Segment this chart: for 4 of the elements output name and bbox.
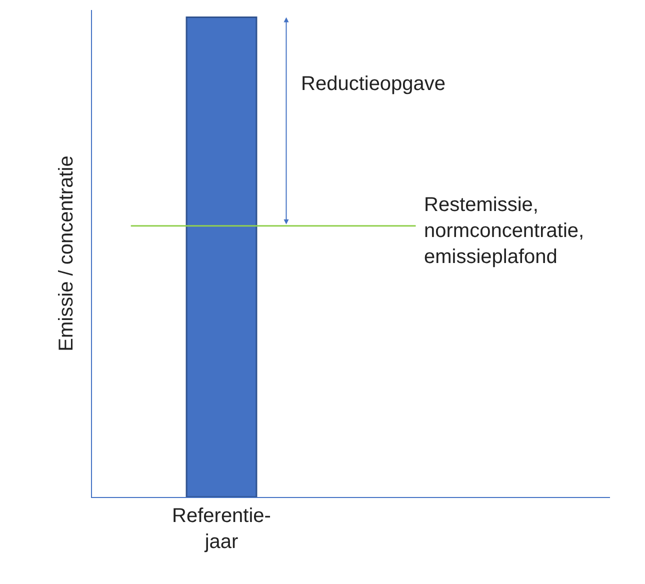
y-axis-title: Emissie / concentratie: [56, 156, 78, 352]
ref-line-label: Restemissie, normconcentratie, emissieplafond: [424, 194, 584, 268]
x-tick-label: Referentie- jaar: [172, 505, 271, 553]
text: Reductieopgave: [301, 73, 446, 95]
